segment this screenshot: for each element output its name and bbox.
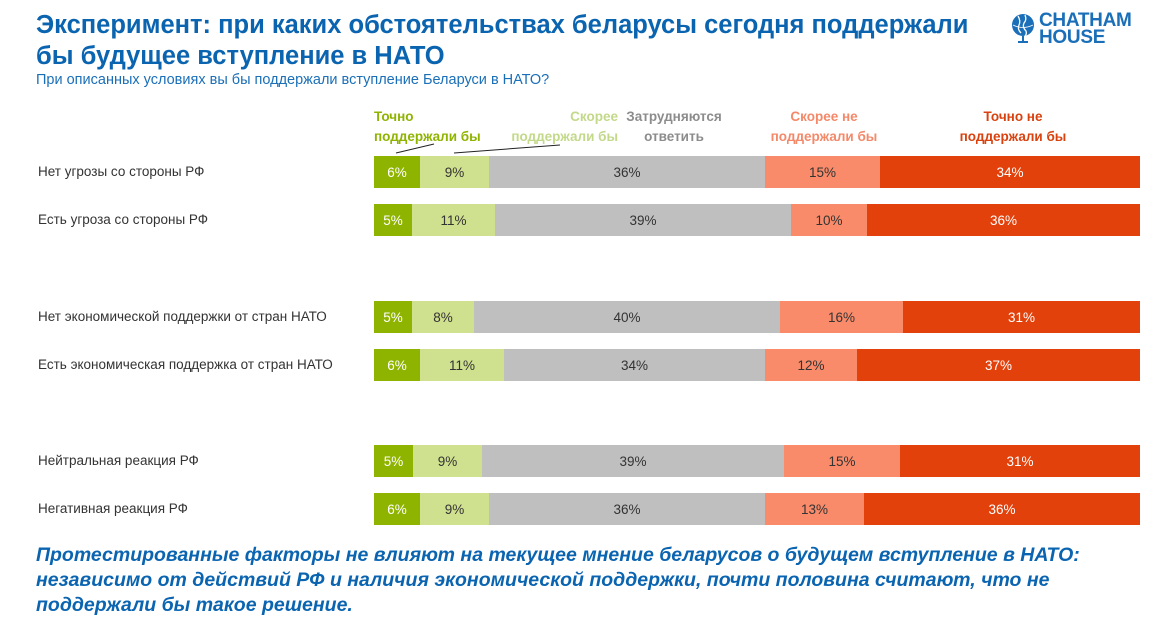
- bar-segment: 34%: [880, 156, 1140, 188]
- data-label: 10%: [815, 212, 843, 228]
- bar-row: 6% 9% 36% 15% 34%: [374, 156, 1140, 188]
- leader-line-definitely-support: [395, 143, 435, 154]
- data-label: 11%: [440, 212, 467, 228]
- page-subtitle: При описанных условиях вы бы поддержали …: [36, 72, 550, 88]
- bar-segment: 36%: [489, 493, 765, 525]
- globe-icon: [1012, 14, 1034, 43]
- legend-leader-lines: [395, 143, 561, 154]
- bar-segment: 40%: [474, 301, 780, 333]
- bar-segment: 5%: [374, 301, 412, 333]
- data-label: 16%: [827, 309, 856, 325]
- legend-label-line2: ответить: [644, 129, 704, 144]
- leader-line-rather-support: [453, 144, 561, 154]
- bar-segment: 16%: [780, 301, 903, 333]
- data-label: 40%: [613, 309, 641, 325]
- bar-segment: 9%: [420, 493, 489, 525]
- legend-item-3: Затрудняются ответить: [604, 107, 744, 147]
- data-label: 11%: [448, 357, 476, 373]
- bar-segment: 34%: [504, 349, 765, 381]
- data-label: 15%: [808, 164, 837, 180]
- legend-label-line1: Скорее не: [790, 109, 858, 124]
- category-label: Нейтральная реакция РФ: [38, 453, 199, 468]
- bar-segment: 10%: [791, 204, 867, 236]
- data-label: 39%: [629, 212, 657, 228]
- data-label: 36%: [989, 212, 1018, 228]
- bar-segment: 6%: [374, 156, 420, 188]
- legend-label-line1: Точно: [374, 109, 414, 124]
- bar-segment: 36%: [867, 204, 1140, 236]
- legend-item-4: Скорее не поддержали бы: [754, 107, 894, 147]
- data-label: 5%: [383, 212, 403, 228]
- page-title: Эксперимент: при каких обстоятельствах б…: [36, 11, 969, 70]
- data-label: 36%: [613, 501, 641, 517]
- bar-row: 5% 11% 39% 10% 36%: [374, 204, 1140, 236]
- bar-segment: 11%: [420, 349, 504, 381]
- bar-segment: 31%: [900, 445, 1140, 477]
- legend-item-2: Скорее поддержали бы: [496, 107, 618, 147]
- data-label: 12%: [797, 357, 825, 373]
- data-label: 15%: [828, 453, 856, 469]
- bar-segment: 9%: [420, 156, 489, 188]
- data-label: 36%: [613, 164, 641, 180]
- bar-segment: 36%: [489, 156, 765, 188]
- bar-segment: 5%: [374, 204, 412, 236]
- legend-item-1: Точно поддержали бы: [374, 107, 504, 147]
- legend-label-line1: Скорее: [570, 109, 618, 124]
- category-label: Есть экономическая поддержка от стран НА…: [38, 357, 333, 372]
- bar-segment: 6%: [374, 493, 420, 525]
- data-label: 8%: [433, 309, 453, 325]
- legend-label-line1: Затрудняются: [626, 109, 722, 124]
- bar-segment: 9%: [413, 445, 482, 477]
- category-label: Есть угроза со стороны РФ: [38, 212, 209, 227]
- data-label: 36%: [988, 501, 1016, 517]
- bar-row: 5% 8% 40% 16% 31%: [374, 301, 1140, 333]
- data-label: 34%: [620, 357, 649, 373]
- bar-row: 6% 9% 36% 13% 36%: [374, 493, 1140, 525]
- bar-segment: 31%: [903, 301, 1140, 333]
- bar-segment: 12%: [765, 349, 857, 381]
- legend-label-line2: поддержали бы: [770, 129, 878, 144]
- data-label: 9%: [444, 501, 465, 517]
- data-label: 6%: [387, 164, 407, 180]
- category-label: Негативная реакция РФ: [38, 501, 188, 516]
- legend-label-line1: Точно не: [983, 109, 1043, 124]
- legend-label-line2: поддержали бы: [511, 129, 618, 144]
- bar-segment: 15%: [784, 445, 900, 477]
- data-label: 6%: [387, 501, 407, 517]
- logo-line2: HOUSE: [1039, 27, 1106, 48]
- conclusion-text: Протестированные факторы не влияют на те…: [36, 544, 1080, 616]
- data-label: 5%: [383, 453, 404, 469]
- bar-row: 5% 9% 39% 15% 31%: [374, 445, 1140, 477]
- bar-segment: 11%: [412, 204, 495, 236]
- data-label: 31%: [1007, 309, 1036, 325]
- data-label: 37%: [984, 357, 1013, 373]
- bar-segment: 15%: [765, 156, 880, 188]
- category-label: Нет угрозы со стороны РФ: [38, 164, 205, 179]
- legend-label-line2: поддержали бы: [959, 129, 1067, 144]
- bar-segment: 37%: [857, 349, 1140, 381]
- bar-row: 6% 11% 34% 12% 37%: [374, 349, 1140, 381]
- data-label: 6%: [387, 357, 407, 373]
- legend-item-5: Точно не поддержали бы: [943, 107, 1083, 147]
- bar-segment: 5%: [374, 445, 413, 477]
- bar-segment: 36%: [864, 493, 1140, 525]
- category-label: Нет экономической поддержки от стран НАТ…: [38, 309, 327, 324]
- bar-segment: 39%: [482, 445, 784, 477]
- logo-line1: CHATHAM: [1039, 10, 1132, 31]
- bar-segment: 13%: [765, 493, 864, 525]
- data-label: 39%: [619, 453, 647, 469]
- data-label: 31%: [1006, 453, 1034, 469]
- bar-segment: 8%: [412, 301, 474, 333]
- data-label: 5%: [383, 309, 403, 325]
- data-label: 13%: [800, 501, 829, 517]
- data-label: 9%: [437, 453, 458, 469]
- bar-segment: 6%: [374, 349, 420, 381]
- legend-label-line2: поддержали бы: [374, 129, 481, 144]
- bar-segment: 39%: [495, 204, 791, 236]
- chatham-house-logo: CHATHAM HOUSE: [1010, 10, 1132, 48]
- data-label: 34%: [996, 164, 1024, 180]
- data-label: 9%: [444, 164, 465, 180]
